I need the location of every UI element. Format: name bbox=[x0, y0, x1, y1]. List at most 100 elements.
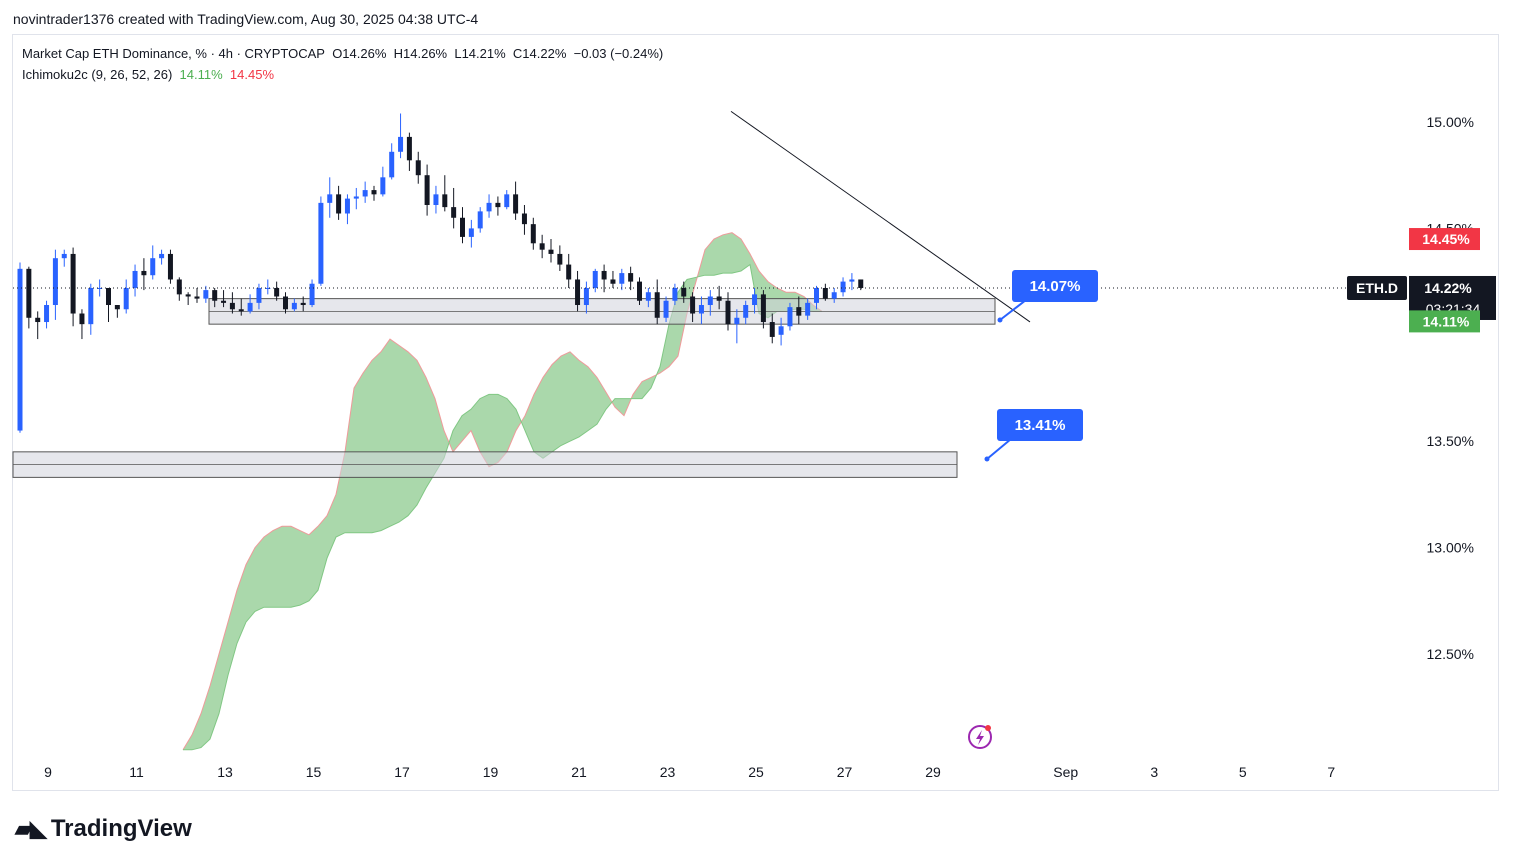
candle bbox=[380, 166, 386, 197]
symbol-legend[interactable]: Market Cap ETH Dominance, % · 4h · CRYPT… bbox=[22, 46, 663, 61]
candle-body bbox=[247, 302, 253, 312]
indicator-name: Ichimoku2c (9, 26, 52, 26) bbox=[22, 67, 173, 82]
callout-box bbox=[1012, 270, 1098, 302]
candle bbox=[344, 194, 350, 225]
candle-body bbox=[460, 217, 465, 237]
candle bbox=[486, 194, 492, 218]
ohlc-change: −0.03 (−0.24%) bbox=[573, 46, 664, 61]
candle-body bbox=[619, 273, 625, 284]
candle-body bbox=[380, 177, 386, 195]
candle bbox=[637, 277, 642, 306]
x-tick-label: 7 bbox=[1327, 764, 1335, 780]
senkou-span-b-line bbox=[183, 263, 822, 751]
candle bbox=[654, 279, 660, 325]
candle-body bbox=[548, 249, 554, 254]
candle bbox=[610, 270, 616, 288]
candle bbox=[778, 317, 784, 346]
candle-body bbox=[787, 307, 793, 327]
candle bbox=[336, 185, 342, 220]
candle-body bbox=[274, 287, 280, 297]
indicator-value-b: 14.45% bbox=[229, 67, 275, 82]
candle bbox=[858, 279, 864, 291]
candle-body bbox=[672, 287, 678, 301]
candle-body bbox=[734, 317, 740, 325]
candle bbox=[752, 287, 758, 314]
callout-dot bbox=[984, 456, 990, 462]
candle bbox=[539, 234, 545, 259]
candle-body bbox=[44, 305, 50, 323]
candle-body bbox=[159, 253, 165, 259]
candle-body bbox=[353, 196, 359, 199]
tradingview-logo[interactable]: ▰◣ TradingView bbox=[15, 815, 192, 843]
candle-body bbox=[318, 202, 324, 284]
ohlc-low: L14.21% bbox=[454, 46, 506, 61]
callout-pointer bbox=[999, 299, 1027, 321]
candle-body bbox=[557, 253, 563, 265]
candle bbox=[698, 296, 704, 325]
ohlc-close: C14.22% bbox=[512, 46, 567, 61]
candle bbox=[690, 292, 696, 323]
candle-body bbox=[123, 287, 129, 310]
candle-body bbox=[831, 292, 837, 299]
candle bbox=[769, 313, 775, 344]
candle bbox=[283, 292, 288, 314]
candle-body bbox=[645, 292, 651, 301]
candle bbox=[123, 279, 129, 314]
candle-body bbox=[212, 290, 218, 301]
x-tick-label: 23 bbox=[660, 764, 676, 780]
candle-body bbox=[309, 283, 315, 306]
candle bbox=[141, 258, 147, 291]
x-tick-label: 25 bbox=[748, 764, 764, 780]
candle-body bbox=[707, 296, 713, 306]
candle bbox=[247, 294, 253, 314]
candle-body bbox=[336, 194, 342, 214]
candle-body bbox=[849, 279, 855, 282]
candle-body bbox=[291, 302, 297, 310]
callout-pointer bbox=[986, 438, 1012, 460]
candle-body bbox=[513, 194, 519, 214]
candle bbox=[787, 302, 793, 331]
candle bbox=[796, 296, 802, 325]
senkou-a-price-text: 14.11% bbox=[1423, 313, 1470, 329]
x-tick-label: 11 bbox=[129, 764, 144, 780]
price-callout-2: 13.41% bbox=[984, 409, 1083, 462]
chart-frame bbox=[12, 34, 1499, 791]
last-price-text: 14.22% bbox=[1424, 280, 1472, 296]
candle-body bbox=[858, 279, 864, 288]
senkou-a-price-badge bbox=[1409, 310, 1480, 333]
candle bbox=[451, 187, 457, 229]
candle-body bbox=[601, 270, 607, 280]
candle-body bbox=[88, 287, 94, 325]
callout-dot bbox=[997, 317, 1003, 323]
candle bbox=[353, 187, 359, 210]
candle bbox=[725, 292, 731, 331]
candle bbox=[566, 253, 572, 288]
candle-body bbox=[265, 287, 271, 289]
candle bbox=[477, 207, 483, 233]
candle-body bbox=[743, 305, 749, 318]
candle bbox=[132, 264, 138, 297]
candle bbox=[521, 204, 527, 235]
candle bbox=[185, 292, 191, 306]
candle bbox=[35, 311, 41, 340]
candle-body bbox=[521, 213, 527, 225]
candle bbox=[495, 196, 501, 216]
candle-body bbox=[415, 160, 421, 176]
callout-text: 14.07% bbox=[1030, 278, 1081, 295]
candle-body bbox=[238, 309, 244, 312]
candle bbox=[619, 268, 625, 291]
candle bbox=[79, 309, 85, 340]
candle-body bbox=[477, 211, 483, 229]
candle-body bbox=[681, 287, 687, 297]
candle bbox=[663, 296, 669, 323]
candle bbox=[44, 300, 50, 329]
y-tick-label: 12.50% bbox=[1427, 646, 1474, 662]
candle bbox=[468, 219, 474, 248]
candle-body bbox=[106, 287, 111, 306]
candle bbox=[61, 249, 67, 267]
indicator-legend[interactable]: Ichimoku2c (9, 26, 52, 26) 14.11% 14.45% bbox=[22, 67, 274, 82]
axes: 15.00%14.50%13.50%13.00%12.50%9111315171… bbox=[44, 114, 1474, 780]
candle-body bbox=[822, 287, 828, 299]
candle bbox=[460, 207, 465, 244]
